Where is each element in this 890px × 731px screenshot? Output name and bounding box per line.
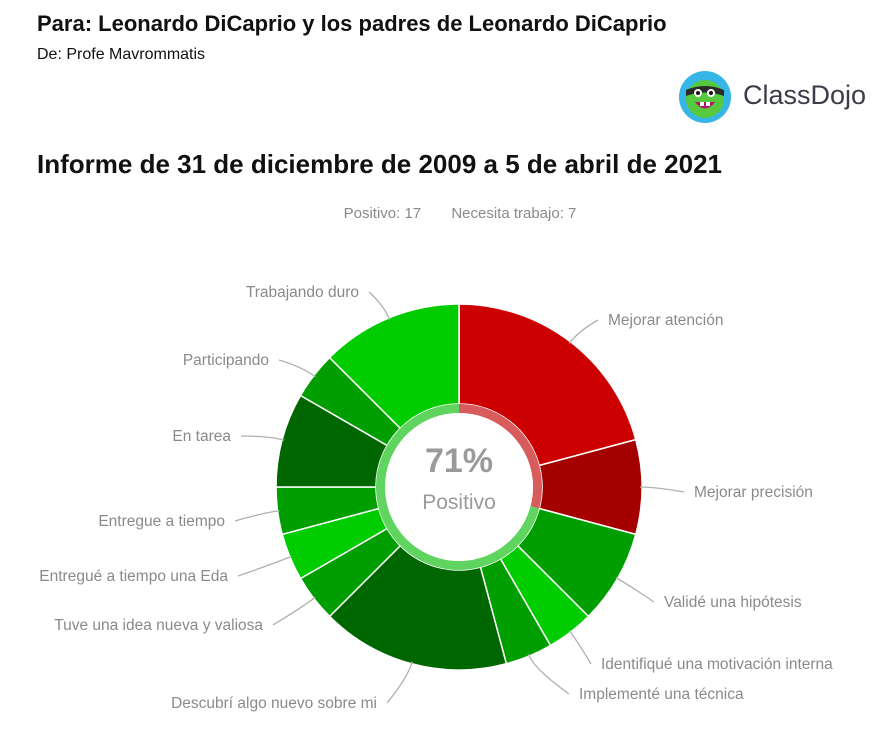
leader-line-entregue-a-tiempo-una-eda — [237, 555, 293, 577]
leader-line-mejorar-precision — [639, 486, 685, 493]
report-sender: De: Profe Mavrommatis — [37, 46, 206, 63]
slice-label-participando: Participando — [183, 352, 269, 369]
slice-label-entregue-a-tiempo: Entregue a tiempo — [98, 513, 225, 530]
donut-center — [385, 413, 533, 561]
center-label: Positivo — [422, 491, 496, 514]
classdojo-brand-name: ClassDojo — [743, 80, 867, 110]
leader-line-entregue-a-tiempo — [234, 509, 280, 522]
leader-line-descubri-algo-nuevo-sobre-mi — [386, 661, 413, 704]
leader-line-implemente-una-tecnica — [527, 653, 570, 695]
center-percentage: 71% — [425, 442, 493, 480]
report-recipient: Para: Leonardo DiCaprio y los padres de … — [37, 11, 667, 36]
leader-line-identifique-una-motivacion-interna — [568, 630, 592, 665]
slice-label-trabajando-duro: Trabajando duro — [246, 284, 359, 301]
slice-label-mejorar-precision: Mejorar precisión — [694, 484, 813, 501]
behavior-counts: Positivo: 17 Necesita trabajo: 7 — [0, 205, 890, 222]
slice-label-descubri-algo-nuevo-sobre-mi: Descubrí algo nuevo sobre mi — [171, 695, 377, 712]
needs-work-count: Necesita trabajo: 7 — [451, 205, 577, 222]
positive-count: Positivo: 17 — [343, 205, 422, 222]
slice-label-valide-una-hipotesis: Validé una hipótesis — [664, 594, 802, 611]
report-title: Informe de 31 de diciembre de 2009 a 5 d… — [37, 149, 722, 179]
slice-label-mejorar-atencion: Mejorar atención — [608, 312, 723, 329]
inner-ring-negative — [459, 404, 542, 509]
leader-line-tuve-una-idea-nueva-y-valiosa — [272, 596, 316, 626]
leader-line-mejorar-atencion — [568, 319, 599, 344]
leader-line-en-tarea — [240, 435, 285, 441]
slice-label-tuve-una-idea-nueva-y-valiosa: Tuve una idea nueva y valiosa — [54, 617, 263, 634]
classdojo-monster-icon — [679, 71, 731, 123]
slice-label-identifique-una-motivacion-interna: Identifiqué una motivación interna — [601, 656, 833, 673]
slice-label-implemente-una-tecnica: Implementé una técnica — [579, 686, 744, 703]
slice-label-en-tarea: En tarea — [172, 428, 231, 445]
leader-line-valide-una-hipotesis — [615, 576, 655, 603]
leader-line-trabajando-duro — [368, 291, 391, 321]
leader-line-participando — [278, 359, 316, 378]
slice-label-entregue-a-tiempo-una-eda: Entregué a tiempo una Eda — [39, 568, 228, 585]
